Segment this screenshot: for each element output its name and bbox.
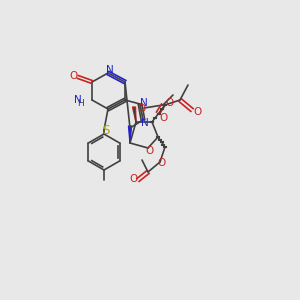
Text: O: O xyxy=(166,98,174,108)
Text: O: O xyxy=(146,146,154,156)
Text: O: O xyxy=(138,104,146,114)
Text: N: N xyxy=(141,118,149,128)
Text: N: N xyxy=(74,95,82,105)
Text: H: H xyxy=(76,98,83,107)
Text: N: N xyxy=(140,98,148,108)
Text: O: O xyxy=(157,158,165,168)
Text: S: S xyxy=(102,124,110,136)
Text: O: O xyxy=(159,113,167,123)
Text: N: N xyxy=(106,65,114,75)
Text: O: O xyxy=(193,107,201,117)
Polygon shape xyxy=(133,107,136,122)
Text: O: O xyxy=(130,174,138,184)
Text: O: O xyxy=(69,71,77,81)
Polygon shape xyxy=(128,126,131,143)
